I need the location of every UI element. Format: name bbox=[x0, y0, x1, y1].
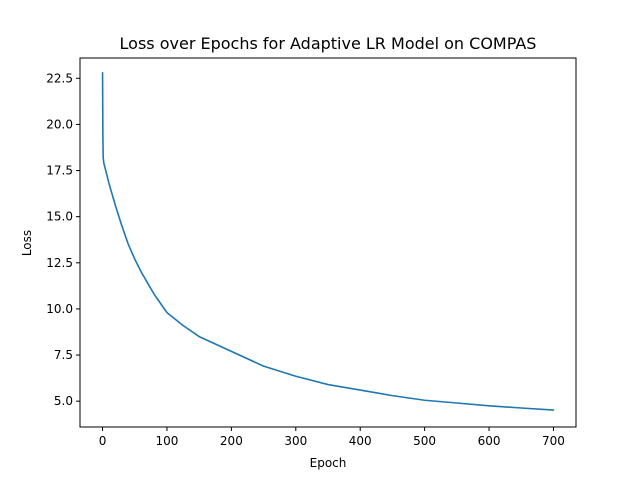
x-tick-label: 0 bbox=[99, 434, 107, 448]
x-tick-label: 100 bbox=[156, 434, 179, 448]
x-tick-label: 500 bbox=[413, 434, 436, 448]
x-tick-label: 300 bbox=[284, 434, 307, 448]
y-axis-ticks: 5.0 7.5 10.0 12.5 15.0 17.5 20.0 22.5 bbox=[46, 71, 80, 408]
y-tick-label: 20.0 bbox=[46, 117, 73, 131]
x-tick-label: 600 bbox=[478, 434, 501, 448]
x-axis-label: Epoch bbox=[310, 456, 347, 470]
y-tick-label: 15.0 bbox=[46, 210, 73, 224]
y-tick-label: 7.5 bbox=[54, 348, 73, 362]
x-tick-label: 400 bbox=[349, 434, 372, 448]
x-tick-label: 200 bbox=[220, 434, 243, 448]
y-tick-label: 10.0 bbox=[46, 302, 73, 316]
x-axis-ticks: 0 100 200 300 400 500 600 700 bbox=[99, 427, 565, 448]
loss-series-line bbox=[101, 71, 555, 411]
y-tick-label: 22.5 bbox=[46, 71, 73, 85]
x-tick-label: 700 bbox=[542, 434, 565, 448]
chart-title: Loss over Epochs for Adaptive LR Model o… bbox=[120, 34, 537, 53]
y-tick-label: 12.5 bbox=[46, 256, 73, 270]
plot-frame bbox=[79, 57, 577, 428]
series-layer bbox=[101, 71, 555, 411]
y-tick-label: 5.0 bbox=[54, 394, 73, 408]
y-axis-label: Loss bbox=[20, 230, 34, 256]
y-tick-label: 17.5 bbox=[46, 164, 73, 178]
